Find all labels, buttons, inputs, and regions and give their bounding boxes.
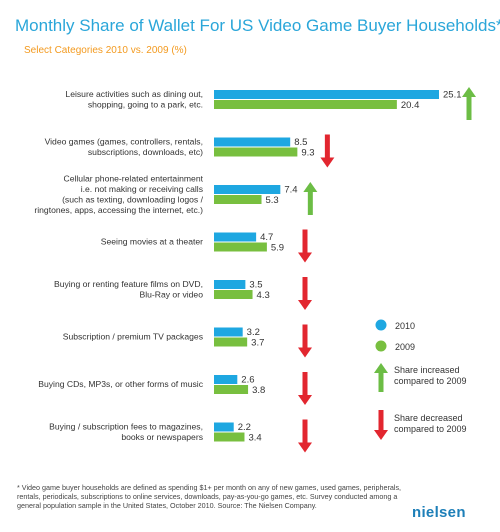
value-label-2010: 4.7 (260, 232, 273, 243)
legend-2009-marker (375, 340, 387, 352)
bar-2010 (214, 280, 246, 289)
value-label-2009: 3.8 (252, 385, 265, 396)
arrow-up-icon (303, 182, 318, 215)
arrow-down-icon (298, 324, 312, 358)
arrow-down-icon (298, 372, 312, 405)
value-label-2010: 3.5 (249, 280, 262, 291)
value-label-2009: 4.3 (257, 290, 270, 301)
bar-2009 (214, 147, 298, 157)
category-label: Leisure activities such as dining out, sh… (65, 89, 203, 110)
arrow-down-icon (320, 134, 335, 168)
bar-2010 (214, 90, 439, 99)
bar-2010 (214, 185, 281, 194)
category-label: Cellular phone-related entertainment i.e.… (34, 173, 203, 215)
value-label-2010: 8.5 (294, 137, 307, 148)
category-label: Seeing movies at a theater (101, 237, 203, 247)
legend-2009-label: 2009 (395, 342, 415, 352)
legend-decrease-label: Share decreased compared to 2009 (394, 413, 467, 434)
arrow-up-icon (462, 87, 476, 120)
bar-2009 (214, 432, 245, 442)
chart-subtitle: Select Categories 2010 vs. 2009 (%) (24, 45, 187, 56)
bar-chart: Leisure activities such as dining out, sh… (34, 87, 476, 453)
legend-2010-marker (375, 319, 387, 331)
arrow-down-icon (298, 419, 312, 453)
bar-2010 (214, 375, 238, 384)
bar-2009 (214, 385, 249, 394)
bar-2009 (214, 290, 253, 299)
value-label-2010: 25.1 (443, 90, 462, 101)
value-label-2010: 3.2 (247, 327, 260, 338)
value-label-2009: 5.3 (266, 195, 279, 206)
value-label-2009: 9.3 (301, 148, 314, 159)
bar-2009 (214, 242, 267, 252)
arrow-down-icon (298, 277, 312, 310)
category-label: Subscription / premium TV packages (63, 332, 203, 342)
bar-2010 (214, 232, 257, 242)
category-label: Buying / subscription fees to magazines,… (49, 421, 203, 442)
value-label-2009: 3.7 (251, 338, 264, 349)
legend-up-arrow-icon (374, 363, 388, 392)
legend-increase-label: Share increased compared to 2009 (394, 365, 467, 386)
legend-down-arrow-icon (374, 410, 388, 440)
bar-2010 (214, 422, 234, 432)
value-label-2009: 3.4 (248, 433, 261, 444)
nielsen-logo: nielsen (412, 504, 466, 521)
value-label-2009: 20.4 (401, 100, 420, 111)
category-label: Video games (games, controllers, rentals… (45, 136, 204, 157)
value-label-2010: 2.6 (241, 375, 254, 386)
legend-2010-label: 2010 (395, 321, 415, 331)
arrow-down-icon (298, 229, 312, 263)
value-label-2010: 2.2 (238, 422, 251, 433)
category-label: Buying or renting feature films on DVD, B… (54, 279, 203, 300)
value-label-2009: 5.9 (271, 243, 284, 254)
bar-2009 (214, 195, 262, 204)
footnote: * Video game buyer households are define… (17, 483, 402, 510)
bar-2010 (214, 137, 291, 147)
bar-2010 (214, 327, 243, 337)
value-label-2010: 7.4 (284, 185, 297, 196)
category-label: Buying CDs, MP3s, or other forms of musi… (38, 379, 203, 389)
chart-title: Monthly Share of Wallet For US Video Gam… (15, 16, 500, 35)
bar-2009 (214, 337, 248, 347)
bar-2009 (214, 100, 397, 109)
